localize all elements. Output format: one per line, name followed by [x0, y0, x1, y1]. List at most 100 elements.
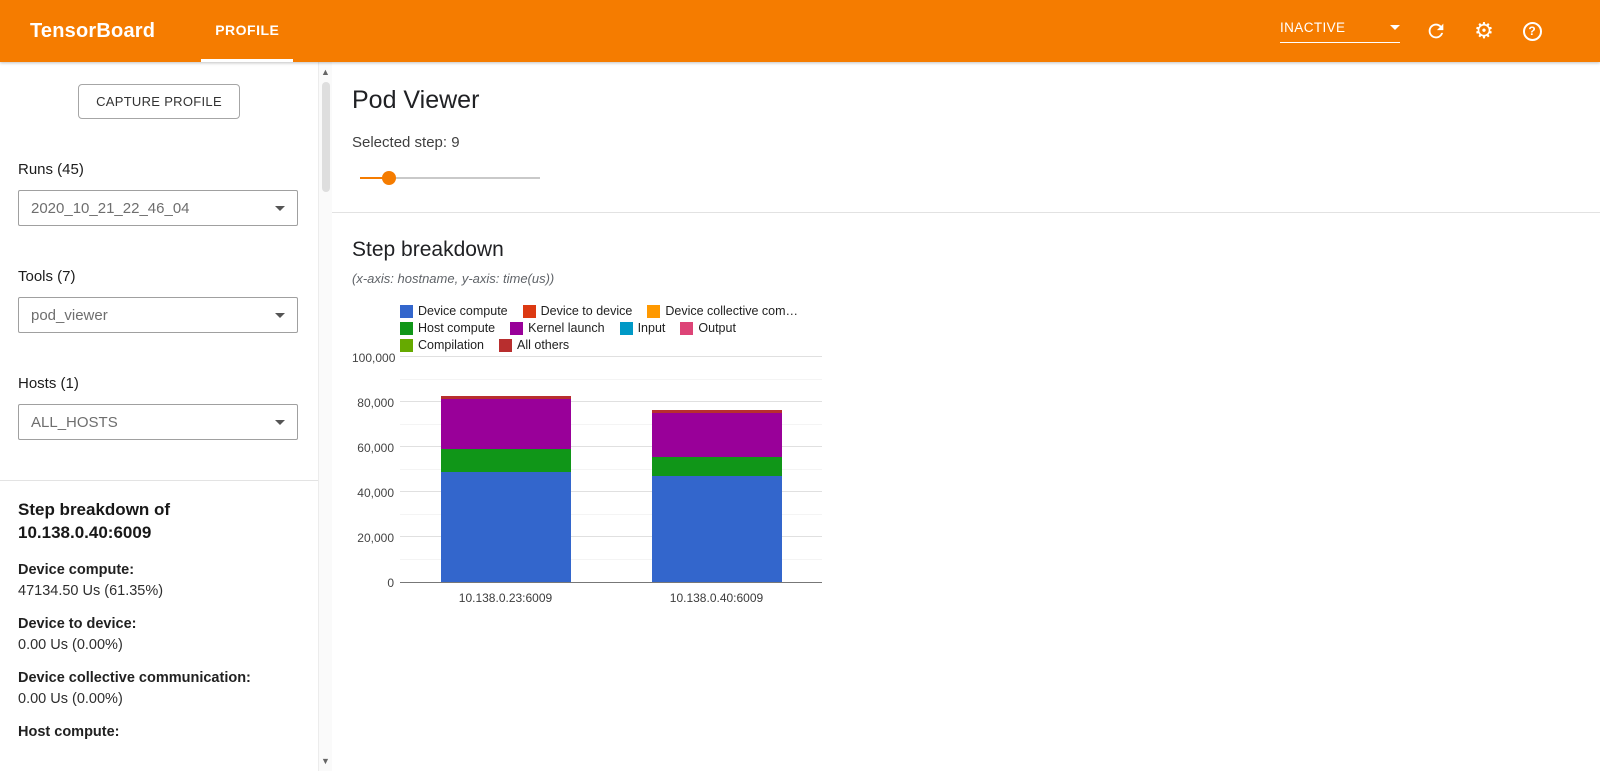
- runs-select-value: 2020_10_21_22_46_04: [31, 199, 190, 217]
- status-value: INACTIVE: [1280, 19, 1346, 35]
- legend-swatch-icon: [510, 321, 524, 335]
- stat-block: Device compute: 47134.50 Us (61.35%): [18, 562, 298, 599]
- legend-item[interactable]: Device to device: [522, 304, 633, 318]
- section-title: Step breakdown: [352, 238, 504, 261]
- sidebar-scrollbar[interactable]: ▲ ▼: [318, 62, 332, 771]
- bar-segment[interactable]: [440, 398, 571, 450]
- stat-label: Device compute:: [18, 561, 135, 578]
- y-tick-label: 100,000: [352, 351, 396, 365]
- y-tick-label: 20,000: [357, 531, 394, 545]
- gridline: [400, 513, 822, 515]
- capture-profile-button[interactable]: CAPTURE PROFILE: [78, 84, 240, 119]
- stat-value: 0.00 Us (0.00%): [18, 636, 123, 653]
- sidebar: CAPTURE PROFILE Runs (45) 2020_10_21_22_…: [0, 62, 318, 771]
- legend-item[interactable]: Host compute: [400, 321, 495, 335]
- tools-select-value: pod_viewer: [31, 306, 108, 324]
- gridline: [400, 356, 822, 357]
- bar-segment[interactable]: [651, 456, 782, 476]
- stat-label: Host compute:: [18, 723, 120, 740]
- bar-segment[interactable]: [651, 410, 782, 413]
- scroll-up-arrow-icon[interactable]: ▲: [321, 67, 330, 77]
- legend-label: Compilation: [418, 338, 485, 352]
- stacked-bar[interactable]: [651, 410, 782, 582]
- y-tick-label: 40,000: [357, 486, 394, 500]
- legend-item[interactable]: Compilation: [400, 338, 484, 352]
- scroll-down-arrow-icon[interactable]: ▼: [321, 756, 330, 766]
- legend-label: Device to device: [540, 304, 633, 318]
- step-slider[interactable]: [360, 171, 540, 185]
- legend-swatch-icon: [400, 304, 413, 318]
- legend-label: Device collective com…: [665, 304, 799, 318]
- legend-item[interactable]: Device compute: [400, 304, 508, 318]
- chevron-down-icon: [275, 205, 285, 211]
- y-tick-label: 60,000: [357, 441, 394, 455]
- runs-group: Runs (45) 2020_10_21_22_46_04: [18, 161, 298, 226]
- stat-label: Device to device:: [18, 615, 137, 632]
- slider-thumb[interactable]: [381, 171, 396, 185]
- bar-segment[interactable]: [440, 471, 571, 582]
- page-title: Pod Viewer: [352, 86, 480, 114]
- runs-select[interactable]: 2020_10_21_22_46_04: [18, 190, 298, 226]
- gridline: [400, 536, 822, 537]
- slider-track[interactable]: [360, 177, 540, 179]
- header-actions: INACTIVE ⚙ ?: [1280, 19, 1544, 43]
- legend-swatch-icon: [522, 304, 536, 318]
- slider-track-active: [360, 177, 389, 179]
- chart-legend: Device compute Device to device Device col…: [400, 304, 1600, 352]
- step-breakdown-panel: Step breakdown of 10.138.0.40:6009 Devic…: [0, 481, 318, 740]
- app-header: TensorBoard PROFILE INACTIVE ⚙ ?: [0, 0, 1600, 62]
- legend-label: Kernel launch: [528, 321, 605, 335]
- legend-item[interactable]: Device collective com…: [647, 304, 798, 318]
- chart-plot-area: [400, 356, 822, 583]
- bar-segment[interactable]: [440, 396, 571, 399]
- hosts-group: Hosts (1) ALL_HOSTS: [18, 375, 298, 440]
- scrollbar-thumb[interactable]: [321, 82, 330, 192]
- legend-label: Device compute: [418, 304, 508, 318]
- gridline: [400, 423, 822, 425]
- gridline: [400, 378, 822, 380]
- legend-label: Host compute: [418, 321, 496, 335]
- legend-label: Input: [637, 321, 666, 335]
- legend-swatch-icon: [400, 338, 413, 352]
- legend-swatch-icon: [647, 304, 661, 318]
- legend-row: Compilation All others: [400, 338, 1600, 352]
- legend-item[interactable]: Kernel launch: [510, 321, 605, 335]
- settings-icon[interactable]: ⚙: [1474, 18, 1494, 43]
- bar-segment[interactable]: [651, 412, 782, 457]
- selected-step-label: Selected step: 9: [352, 134, 460, 151]
- axis-note: (x-axis: hostname, y-axis: time(us)): [352, 271, 555, 286]
- legend-item[interactable]: All others: [499, 338, 569, 352]
- app-title: TensorBoard: [30, 19, 156, 42]
- tab-profile[interactable]: PROFILE: [201, 0, 294, 62]
- refresh-icon[interactable]: [1424, 19, 1448, 43]
- legend-swatch-icon: [619, 321, 633, 335]
- tools-select[interactable]: pod_viewer: [18, 297, 298, 333]
- bar-segment[interactable]: [651, 475, 782, 582]
- help-icon[interactable]: ?: [1520, 19, 1544, 43]
- tools-label: Tools (7): [18, 268, 76, 285]
- x-tick-label: 10.138.0.40:6009: [669, 591, 764, 605]
- stat-value: 0.00 Us (0.00%): [18, 690, 123, 707]
- tab-profile-label: PROFILE: [215, 21, 280, 38]
- hosts-label: Hosts (1): [18, 375, 79, 392]
- chevron-down-icon: [1390, 24, 1400, 30]
- stacked-bar[interactable]: [440, 396, 571, 582]
- legend-swatch-icon: [400, 321, 413, 335]
- legend-item[interactable]: Input: [619, 321, 666, 335]
- legend-label: Output: [698, 321, 736, 335]
- main-content: Pod Viewer Selected step: 9 Step breakdo…: [332, 62, 1600, 771]
- hosts-select[interactable]: ALL_HOSTS: [18, 404, 298, 440]
- status-dropdown[interactable]: INACTIVE: [1280, 20, 1400, 43]
- gridline: [400, 558, 822, 560]
- legend-row: Device compute Device to device Device col…: [400, 304, 1600, 318]
- stat-block: Device to device: 0.00 Us (0.00%): [18, 616, 298, 653]
- legend-row: Host compute Kernel launch Input Output: [400, 321, 1600, 335]
- section-divider: [332, 212, 1600, 213]
- step-breakdown-chart: 0 20,000 40,000 60,000 80,000 100,000 10.138.…: [352, 351, 932, 621]
- bar-segment[interactable]: [440, 449, 571, 472]
- legend-item[interactable]: Output: [680, 321, 736, 335]
- runs-label: Runs (45): [18, 161, 84, 178]
- breakdown-title: Step breakdown of 10.138.0.40:6009: [18, 500, 171, 542]
- hosts-select-value: ALL_HOSTS: [31, 413, 118, 431]
- sidebar-divider: [0, 480, 318, 481]
